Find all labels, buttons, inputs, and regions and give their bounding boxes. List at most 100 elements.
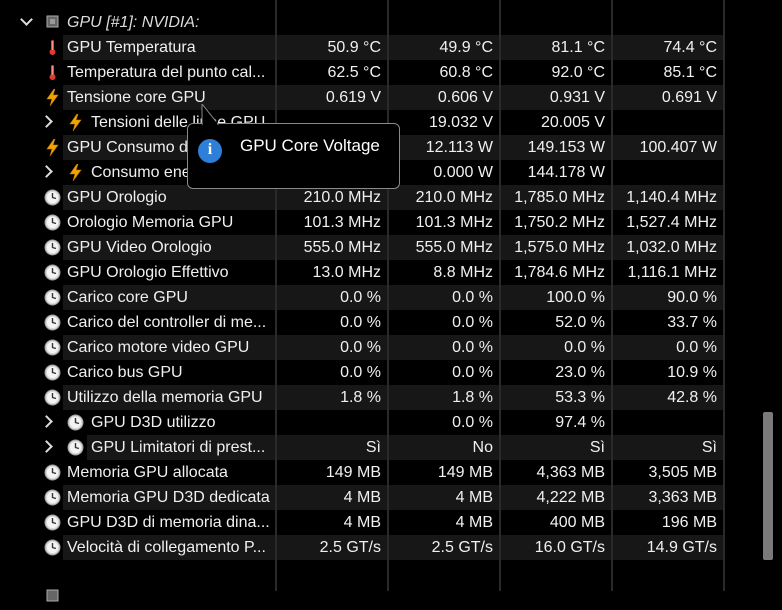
sensor-row[interactable]: Utilizzo della memoria GPU 1.8 % 1.8 % 53.3… [0,385,723,410]
lightning-icon [44,88,61,107]
clock-icon [44,514,61,531]
column-divider [723,0,725,591]
average-value: 1,140.4 MHz [613,185,723,210]
max-value: 92.0 °C [551,64,605,81]
sensor-row[interactable]: GPU Limitatori di prest... Sì No Sì Sì [0,435,723,460]
current-value [277,410,387,435]
average-value: 0.691 V [613,85,723,110]
average-value: 1,527.4 MHz [626,214,717,231]
sensor-row[interactable]: Memoria GPU D3D dedicata 4 MB 4 MB 4,222 MB… [0,485,723,510]
current-value: 149 MB [325,464,381,481]
current-value: 50.9 °C [277,35,387,60]
min-value: 0.0 % [389,335,499,360]
sensor-label: GPU Video Orologio [63,235,275,260]
average-value: 1,116.1 MHz [627,264,717,281]
min-value: 49.9 °C [389,35,499,60]
sensor-row[interactable]: Velocità di collegamento P... 2.5 GT/s 2.5… [0,535,723,560]
current-value: 210.0 MHz [277,185,387,210]
current-value: 0.0 % [340,314,381,331]
scrollbar-thumb[interactable] [763,412,773,560]
next-group-header[interactable] [0,585,723,610]
min-value: 1.8 % [389,385,499,410]
min-value: 0.0 % [452,364,493,381]
clock-icon [44,214,61,231]
average-value: Sì [613,435,723,460]
sensor-row[interactable]: GPU Video Orologio 555.0 MHz 555.0 MHz 1,57… [0,235,723,260]
average-value: 3,505 MB [648,464,717,481]
max-value: 144.178 W [527,164,605,181]
sensor-row[interactable]: Carico motore video GPU 0.0 % 0.0 % 0.0 % 0.… [0,335,723,360]
average-value: 0.0 % [613,335,723,360]
sensor-row[interactable]: Memoria GPU allocata 149 MB 149 MB 4,363 MB… [0,460,723,485]
sensor-row[interactable]: GPU Temperatura 50.9 °C 49.9 °C 81.1 °C 74.4… [0,35,723,60]
max-value: 4,222 MB [501,485,611,510]
clock-icon [44,264,61,281]
average-value [613,160,723,185]
sensor-row[interactable]: Carico core GPU 0.0 % 0.0 % 100.0 % 90.0 % [0,285,723,310]
max-value: 1,750.2 MHz [514,214,605,231]
current-value: 0.0 % [277,335,387,360]
chevron-right-icon[interactable] [40,440,53,453]
max-value: 20.005 V [540,114,605,131]
min-value: 4 MB [389,485,499,510]
sensor-label: Carico del controller di me... [67,314,267,331]
sensor-row[interactable]: Carico bus GPU 0.0 % 0.0 % 23.0 % 10.9 % [0,360,723,385]
min-value: 0.0 % [452,314,493,331]
sensor-label: Utilizzo della memoria GPU [63,385,275,410]
sensor-row[interactable]: GPU Orologio Effettivo 13.0 MHz 8.8 MHz 1,7… [0,260,723,285]
chevron-down-icon[interactable] [20,13,33,26]
sensor-label: GPU Limitatori di prest... [87,435,275,460]
sensor-row[interactable]: Orologio Memoria GPU 101.3 MHz 101.3 MHz 1,… [0,210,723,235]
max-value: 0.931 V [501,85,611,110]
column-divider [387,0,389,591]
sensor-row[interactable]: GPU Orologio 210.0 MHz 210.0 MHz 1,785.0 MH… [0,185,723,210]
tooltip-text: GPU Core Voltage [240,136,380,155]
average-value [613,410,723,435]
max-value: 23.0 % [555,364,605,381]
max-value: 52.0 % [555,314,605,331]
min-value: No [389,435,499,460]
max-value: 1,785.0 MHz [501,185,611,210]
sensor-label: Temperatura del punto cal... [67,64,266,81]
average-value: 196 MB [661,514,717,531]
max-value: 81.1 °C [501,35,611,60]
sensor-row[interactable]: GPU D3D utilizzo 0.0 % 97.4 % [0,410,723,435]
clock-icon [44,189,61,206]
average-value: 3,363 MB [613,485,723,510]
sensor-row[interactable]: Temperatura del punto cal... 62.5 °C 60.8 … [0,60,723,85]
gpu-group-header[interactable]: GPU [#1]: NVIDIA: [0,10,723,35]
clock-icon [44,339,61,356]
sensor-row[interactable]: Carico del controller di me... 0.0 % 0.0 %… [0,310,723,335]
thermometer-icon [44,39,61,56]
min-value: 0.0 % [389,285,499,310]
clock-icon [44,314,61,331]
min-value: 12.113 W [389,135,499,160]
chevron-right-icon[interactable] [40,415,53,428]
max-value: 1,575.0 MHz [501,235,611,260]
min-value: 101.3 MHz [415,214,493,231]
sensor-label: Orologio Memoria GPU [67,214,234,231]
sensor-grid: GPU [#1]: NVIDIA: GPU Temperatura 50.9 °C… [0,0,725,602]
clock-icon [44,289,61,306]
chevron-right-icon[interactable] [40,165,53,178]
clock-icon [44,239,61,256]
max-value: 149.153 W [501,135,611,160]
sensor-label: GPU Temperatura [63,35,275,60]
min-value: 149 MB [437,464,493,481]
min-value: 2.5 GT/s [389,535,499,560]
chevron-right-icon[interactable] [40,115,53,128]
sensor-label: Carico bus GPU [67,364,183,381]
lightning-icon [67,163,84,182]
gpu-group-label: GPU [#1]: NVIDIA: [67,14,200,31]
max-value: Sì [501,435,611,460]
tooltip-pointer [201,104,220,125]
average-value [613,110,723,135]
sensor-row[interactable]: GPU D3D di memoria dina... 4 MB 4 MB 400 MB… [0,510,723,535]
current-value: 0.0 % [277,285,387,310]
min-value: 0.0 % [452,414,493,431]
min-value: 0.606 V [389,85,499,110]
sensor-row[interactable]: Tensione core GPU 0.619 V 0.606 V 0.931 V 0.… [0,85,723,110]
average-value: 74.4 °C [613,35,723,60]
sensor-label: Memoria GPU allocata [67,464,228,481]
average-value: 42.8 % [613,385,723,410]
